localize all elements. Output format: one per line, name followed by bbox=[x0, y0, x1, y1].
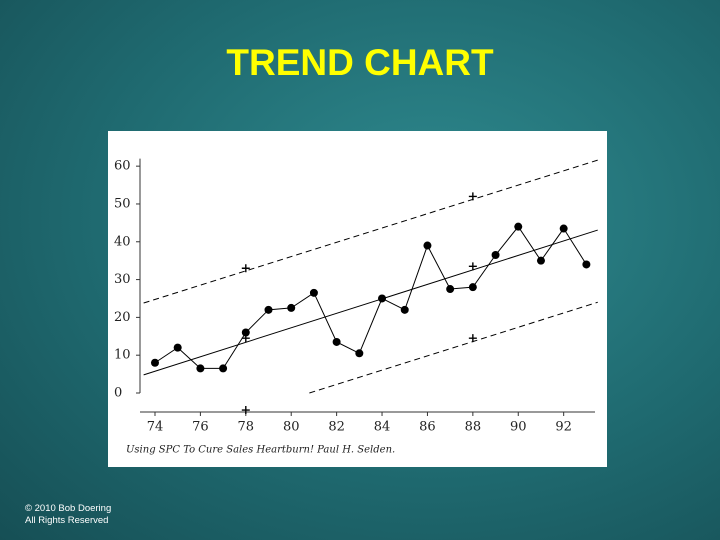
data-point bbox=[536, 256, 545, 265]
chart-background bbox=[108, 131, 607, 467]
data-point bbox=[287, 303, 296, 312]
data-point bbox=[491, 251, 500, 260]
x-tick-label: 88 bbox=[465, 420, 482, 435]
limit-marker bbox=[468, 262, 477, 271]
data-point bbox=[173, 343, 182, 352]
data-point bbox=[446, 285, 455, 294]
data-point bbox=[241, 328, 250, 337]
x-tick-label: 80 bbox=[283, 420, 300, 435]
y-tick-label: 30 bbox=[114, 272, 131, 287]
footer: © 2010 Bob Doering All Rights Reserved bbox=[25, 503, 111, 527]
data-point bbox=[332, 337, 341, 346]
data-line bbox=[154, 225, 587, 369]
control-limit-line bbox=[309, 301, 598, 394]
x-tick-label: 92 bbox=[555, 420, 572, 435]
limit-marker bbox=[241, 334, 250, 343]
x-tick-label: 86 bbox=[419, 420, 436, 435]
x-tick-label: 90 bbox=[510, 420, 527, 435]
y-tick-label: 10 bbox=[114, 348, 131, 363]
x-tick-label: 74 bbox=[147, 420, 164, 435]
limit-marker bbox=[241, 406, 250, 415]
data-point bbox=[309, 288, 318, 297]
limit-marker bbox=[241, 264, 250, 273]
y-tick-label: 50 bbox=[114, 196, 131, 211]
trend-line bbox=[143, 229, 598, 376]
data-point bbox=[582, 260, 591, 269]
data-point bbox=[219, 364, 228, 373]
x-tick-label: 82 bbox=[328, 420, 345, 435]
caption: Using SPC To Cure Sales Heartburn! Paul … bbox=[126, 445, 395, 456]
data-point bbox=[264, 305, 273, 314]
data-point bbox=[468, 283, 477, 292]
data-point bbox=[400, 305, 409, 314]
footer-line: All Rights Reserved bbox=[25, 515, 109, 526]
y-tick-label: 0 bbox=[114, 386, 122, 401]
data-point bbox=[423, 241, 432, 250]
footer-line: © 2010 Bob Doering bbox=[25, 503, 112, 514]
data-point bbox=[355, 349, 364, 358]
data-point bbox=[196, 364, 205, 373]
data-point bbox=[559, 224, 568, 233]
data-point bbox=[150, 358, 159, 367]
data-point bbox=[514, 222, 523, 231]
y-tick-label: 40 bbox=[114, 234, 131, 249]
x-tick-label: 76 bbox=[192, 420, 209, 435]
slide-title: TREND CHART bbox=[226, 42, 494, 83]
y-tick-label: 20 bbox=[114, 310, 131, 325]
x-tick-label: 84 bbox=[374, 420, 391, 435]
x-tick-label: 78 bbox=[238, 420, 255, 435]
y-tick-label: 60 bbox=[114, 159, 131, 174]
limit-marker bbox=[468, 192, 477, 201]
limit-marker bbox=[468, 334, 477, 343]
